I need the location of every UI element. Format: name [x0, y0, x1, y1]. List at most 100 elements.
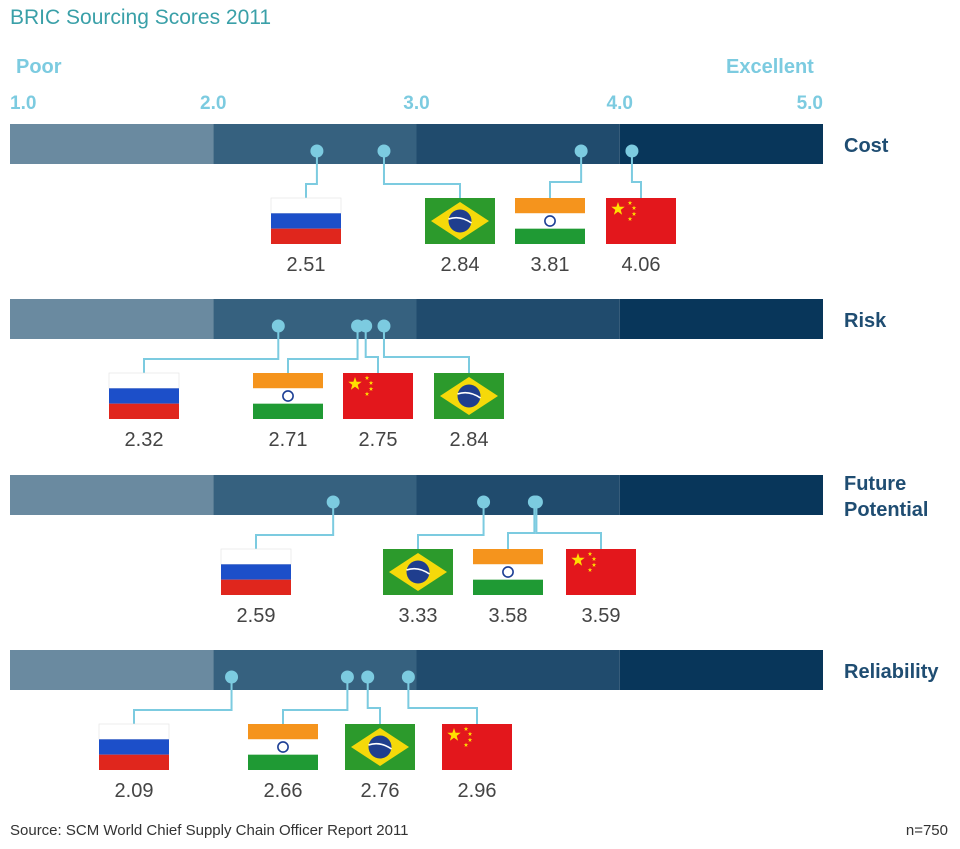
data-point-china: 3.59: [529, 495, 636, 627]
flag-stripe: [515, 198, 585, 214]
flag-china-icon: [606, 198, 676, 244]
score-dot: [401, 670, 415, 684]
flag-field: [442, 724, 512, 770]
score-dot: [326, 495, 340, 509]
category-label: Future Potential: [844, 473, 928, 521]
data-label: 2.84: [441, 254, 480, 276]
flag-star: [463, 742, 469, 747]
flag-brazil-icon: [383, 549, 453, 595]
leader-line: [382, 326, 470, 373]
flag-field: [606, 198, 676, 244]
flag-china-icon: [343, 373, 413, 419]
score-band: [619, 650, 823, 690]
flag-stripe: [221, 564, 291, 580]
leader-line: [305, 151, 318, 198]
data-label: 2.84: [450, 429, 489, 451]
data-label: 2.75: [359, 429, 398, 451]
data-point-brazil: 3.33: [383, 495, 491, 627]
data-point-india: 3.81: [515, 144, 588, 276]
flag-star: [571, 553, 585, 566]
score-band: [619, 475, 823, 515]
data-label: 2.71: [269, 429, 308, 451]
chart-title: BRIC Sourcing Scores 2011: [10, 6, 272, 29]
leader-line: [282, 677, 349, 724]
flag-stripe: [99, 754, 169, 770]
flag-brazil-icon: [434, 373, 504, 419]
flag-star: [591, 556, 597, 561]
data-point-china: 2.75: [343, 319, 413, 451]
flag-stripe: [271, 213, 341, 229]
flag-brazil-icon: [425, 198, 495, 244]
data-label: 3.81: [531, 254, 570, 276]
score-band: [416, 475, 620, 515]
score-dot: [529, 495, 543, 509]
leader-line: [535, 502, 602, 549]
flag-star: [463, 726, 469, 731]
data-label: 2.96: [458, 780, 497, 802]
flag-star: [368, 386, 374, 391]
category-label: Risk: [844, 310, 887, 332]
flag-stripe: [220, 548, 292, 565]
flag-stripe: [473, 579, 543, 595]
flag-star: [631, 211, 637, 216]
flag-stripe: [515, 213, 585, 229]
flag-star: [467, 737, 473, 742]
flag-globe: [457, 384, 481, 408]
flag-star: [364, 391, 370, 396]
flag-india-icon: [248, 724, 318, 770]
flag-india-icon: [253, 373, 323, 419]
flag-field: [566, 549, 636, 595]
data-point-russia: 2.09: [98, 670, 239, 802]
data-point-brazil: 2.84: [377, 144, 495, 276]
flag-field: [343, 373, 413, 419]
flag-star: [611, 202, 625, 215]
flag-stripe: [253, 373, 323, 389]
flag-star: [591, 562, 597, 567]
flag-china-icon: [566, 549, 636, 595]
leader-line: [549, 151, 583, 198]
flag-china-icon: [442, 724, 512, 770]
category-row-future-potential: Future Potential 2.59 3.33 3.58 3.59: [10, 473, 928, 627]
data-point-russia: 2.59: [220, 495, 340, 627]
score-dot: [377, 144, 391, 158]
flag-stripe: [98, 723, 170, 740]
category-label: Reliability: [844, 661, 939, 683]
data-point-china: 2.96: [401, 670, 512, 802]
score-band: [213, 650, 417, 690]
score-dot: [225, 670, 239, 684]
flag-star: [467, 731, 473, 736]
flag-stripe: [99, 739, 169, 755]
score-band: [416, 650, 620, 690]
flag-stripe: [109, 388, 179, 404]
score-band: [619, 299, 823, 339]
flag-star: [587, 551, 593, 556]
score-dot: [377, 319, 391, 333]
tick-label: 2.0: [200, 93, 226, 114]
score-band: [619, 124, 823, 164]
flag-stripe: [109, 403, 179, 419]
category-row-reliability: Reliability 2.09 2.66 2.76 2.96: [10, 650, 939, 802]
data-point-india: 3.58: [473, 495, 543, 627]
data-point-brazil: 2.84: [377, 319, 504, 451]
data-label: 3.58: [489, 605, 528, 627]
source-note: Source: SCM World Chief Supply Chain Off…: [10, 822, 409, 839]
score-band: [10, 475, 214, 515]
score-dot: [361, 670, 375, 684]
flag-russia-icon: [98, 723, 170, 770]
score-band: [10, 124, 214, 164]
data-point-russia: 2.51: [270, 144, 342, 276]
tick-label: 3.0: [403, 93, 429, 114]
flag-chakra: [282, 390, 294, 402]
flag-banner: [406, 567, 430, 575]
data-point-russia: 2.32: [108, 319, 285, 451]
data-label: 2.59: [237, 605, 276, 627]
flag-banner: [368, 742, 392, 750]
flag-banner: [457, 391, 481, 399]
flag-chakra: [544, 215, 556, 227]
score-dot: [359, 319, 373, 333]
tick-label: 4.0: [607, 93, 633, 114]
flag-russia-icon: [108, 372, 180, 419]
flag-stripe: [248, 754, 318, 770]
leader-line: [382, 151, 461, 198]
flag-star: [348, 377, 362, 390]
